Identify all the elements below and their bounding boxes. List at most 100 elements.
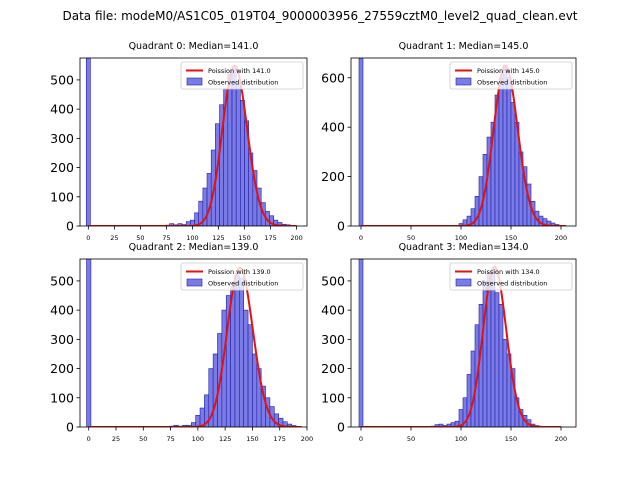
plot-area xyxy=(358,259,561,427)
histogram-bar xyxy=(206,173,212,226)
histogram-bar xyxy=(230,286,236,427)
x-tick-label: 0 xyxy=(86,234,90,242)
histogram-bar xyxy=(510,102,516,226)
legend: Poission with 145.0 Observed distribution xyxy=(449,61,573,90)
histogram-bar xyxy=(240,100,245,226)
y-tick-label: 500 xyxy=(321,273,345,288)
legend-bars-swatch xyxy=(186,278,203,287)
x-tick-label: 150 xyxy=(505,435,517,443)
y-tick-label: 200 xyxy=(321,169,345,184)
legend-bars-label: Observed distribution xyxy=(208,280,278,288)
legend-bars-label: Observed distribution xyxy=(208,79,278,87)
legend-curve-label: Poission with 145.0 xyxy=(477,67,540,75)
x-tick-label: 50 xyxy=(407,234,415,242)
y-tick-label: 200 xyxy=(50,361,74,376)
x-tick-label: 25 xyxy=(110,234,118,242)
y-tick-label: 200 xyxy=(321,361,345,376)
legend-bars-swatch xyxy=(186,77,203,86)
x-tick-label: 150 xyxy=(246,435,258,443)
x-tick-label: 175 xyxy=(274,435,286,443)
x-tick-label: 25 xyxy=(112,435,120,443)
legend-bars-label: Observed distribution xyxy=(477,79,547,87)
y-tick-label: 400 xyxy=(321,303,345,318)
histogram-bar xyxy=(195,415,201,427)
legend-frame xyxy=(180,262,304,291)
y-tick-label: 100 xyxy=(50,189,74,204)
subplot-title: Quadrant 0: Median=141.0 xyxy=(129,41,259,52)
legend-bars-label: Observed distribution xyxy=(477,280,547,288)
histogram-bar xyxy=(490,268,496,427)
histogram-bar xyxy=(235,82,241,226)
poisson-fit-curve xyxy=(361,265,561,427)
histogram-bar xyxy=(227,73,233,226)
histogram-bar xyxy=(85,58,91,226)
subplot-quadrant-1: Quadrant 1: Median=145.0 0 50 100 150 200 0 200… xyxy=(321,41,577,242)
y-tick-label: 400 xyxy=(50,102,74,117)
x-tick-label: 150 xyxy=(238,234,250,242)
subplot-grid: Quadrant 0: Median=141.0 0 25 50 75 100 125 150… xyxy=(50,41,577,443)
legend: Poission with 139.0 Observed distribution xyxy=(180,262,304,291)
histogram-bar xyxy=(239,277,245,427)
axes-frame xyxy=(79,258,308,428)
histogram-bar xyxy=(243,309,249,427)
y-tick-label: 0 xyxy=(66,219,74,234)
x-tick-label: 50 xyxy=(136,234,144,242)
plot-area xyxy=(86,259,302,427)
histogram-bar xyxy=(86,259,92,427)
y-tick-label: 300 xyxy=(50,131,74,146)
x-tick-label: 0 xyxy=(359,234,363,242)
axes-frame xyxy=(350,57,577,227)
subplot-title: Quadrant 1: Median=145.0 xyxy=(399,41,529,52)
axes-frame xyxy=(350,258,577,428)
subplot-quadrant-2: Quadrant 2: Median=139.0 0 25 50 75 100 125 150… xyxy=(50,242,313,443)
histogram-bar xyxy=(498,77,504,226)
legend-frame xyxy=(180,61,304,90)
legend: Poission with 141.0 Observed distribution xyxy=(180,61,304,90)
histogram-bar xyxy=(506,77,512,226)
x-tick-label: 125 xyxy=(212,234,224,242)
y-tick-label: 0 xyxy=(337,420,345,435)
y-tick-label: 600 xyxy=(321,70,345,85)
x-tick-label: 175 xyxy=(264,234,276,242)
x-tick-label: 200 xyxy=(555,435,567,443)
x-tick-label: 200 xyxy=(290,234,302,242)
y-tick-label: 500 xyxy=(50,273,74,288)
poisson-fit-curve xyxy=(88,64,297,226)
legend-bars-swatch xyxy=(455,77,472,86)
legend-frame xyxy=(449,61,573,90)
x-tick-label: 100 xyxy=(455,435,467,443)
y-tick-label: 200 xyxy=(50,160,74,175)
histogram-bar xyxy=(358,58,364,226)
legend-curve-label: Poission with 141.0 xyxy=(208,67,271,75)
subplot-quadrant-3: Quadrant 3: Median=134.0 0 50 100 150 200 0 100… xyxy=(321,242,577,443)
x-tick-label: 200 xyxy=(301,435,313,443)
y-tick-label: 100 xyxy=(321,390,345,405)
suptitle: Data file: modeM0/AS1C05_019T04_90000039… xyxy=(62,9,577,23)
y-tick-label: 300 xyxy=(321,332,345,347)
legend-bars-swatch xyxy=(455,278,472,287)
histogram-bar xyxy=(231,67,237,226)
y-tick-label: 100 xyxy=(50,390,74,405)
histogram-bar xyxy=(502,339,508,427)
histogram-bar xyxy=(212,353,218,427)
y-tick-label: 400 xyxy=(321,120,345,135)
x-tick-label: 75 xyxy=(166,435,174,443)
x-tick-label: 75 xyxy=(162,234,170,242)
x-tick-label: 150 xyxy=(505,234,517,242)
legend-curve-label: Poission with 139.0 xyxy=(208,268,271,276)
histogram-bar xyxy=(358,259,364,427)
y-tick-label: 300 xyxy=(50,332,74,347)
histogram-bar xyxy=(234,274,240,427)
subplot-quadrant-0: Quadrant 0: Median=141.0 0 25 50 75 100 125 150… xyxy=(50,41,308,242)
x-tick-label: 125 xyxy=(219,435,231,443)
x-tick-label: 200 xyxy=(555,234,567,242)
y-tick-label: 500 xyxy=(50,72,74,87)
histogram-bar xyxy=(502,65,508,226)
subplot-title: Quadrant 2: Median=139.0 xyxy=(129,242,259,253)
x-tick-label: 100 xyxy=(455,234,467,242)
histogram-bar xyxy=(247,324,253,427)
x-tick-label: 0 xyxy=(359,435,363,443)
y-tick-label: 0 xyxy=(66,420,74,435)
legend-curve-label: Poission with 134.0 xyxy=(477,268,540,276)
